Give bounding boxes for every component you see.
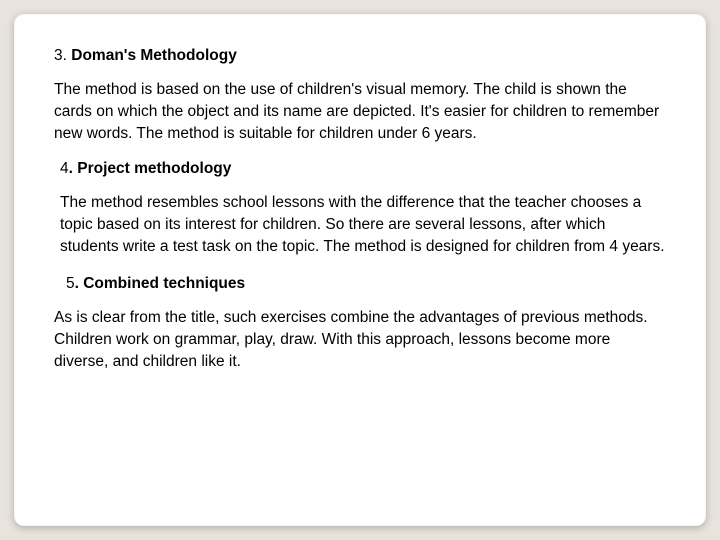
section-3-body: The method is based on the use of childr… [54, 79, 666, 145]
section-5-heading: 5. Combined techniques [66, 274, 666, 295]
section-4-body: The method resembles school lessons with… [60, 192, 666, 258]
section-3-number: 3. [54, 47, 67, 64]
section-5: 5. Combined techniques [66, 274, 666, 295]
section-3: 3. Doman's Methodology The method is bas… [54, 46, 666, 145]
section-3-heading: 3. Doman's Methodology [54, 46, 666, 67]
section-4-number: 4 [60, 160, 69, 177]
slide-card: 3. Doman's Methodology The method is bas… [14, 14, 706, 526]
section-5-title: . Combined techniques [75, 275, 246, 292]
section-3-title: Doman's Methodology [71, 47, 237, 64]
section-4-heading: 4. Project methodology [60, 159, 666, 180]
section-5-number: 5 [66, 275, 75, 292]
section-4: 4. Project methodology The method resemb… [60, 159, 666, 258]
section-4-title: . Project methodology [69, 160, 232, 177]
section-5-body: As is clear from the title, such exercis… [54, 307, 666, 373]
